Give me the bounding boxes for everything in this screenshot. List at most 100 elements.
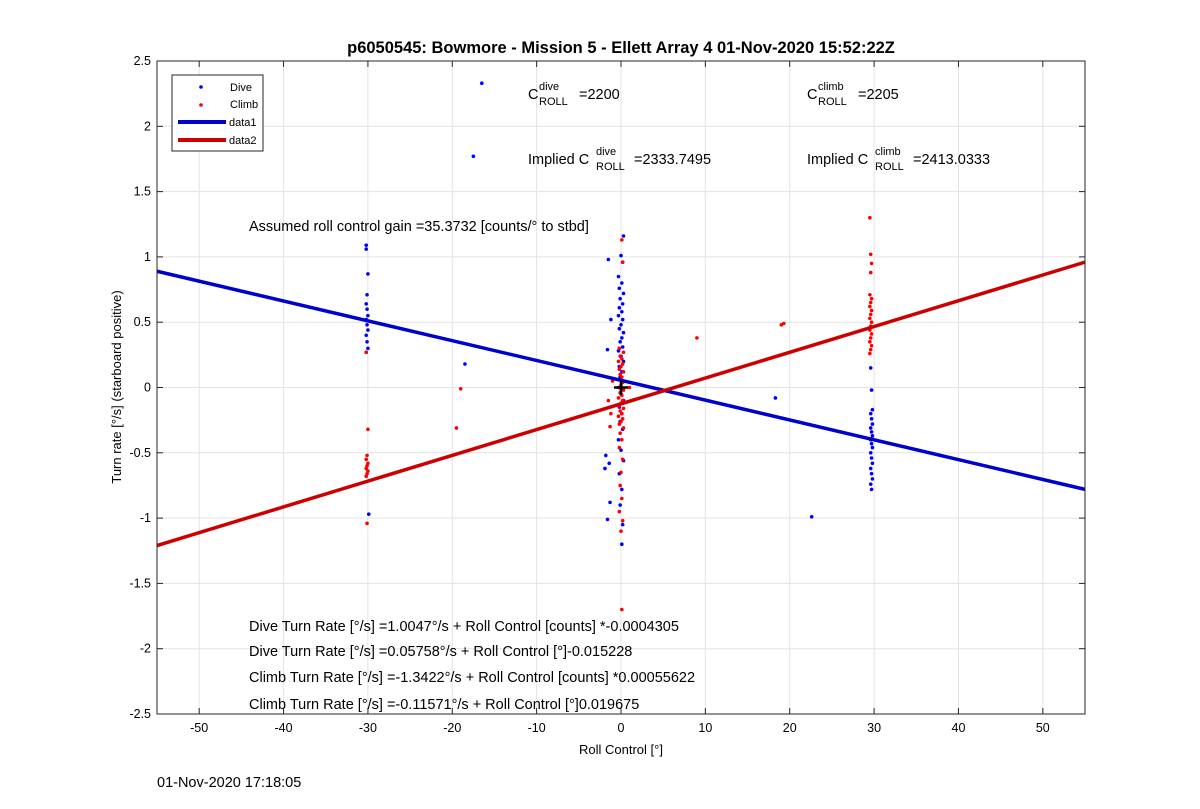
climb-point — [868, 270, 873, 275]
climb-point — [617, 509, 622, 514]
implied-dive-sup: dive — [596, 146, 616, 158]
dive-point — [619, 448, 623, 452]
climb-point — [365, 453, 369, 458]
dive-point — [869, 441, 874, 446]
climb-point — [620, 417, 625, 421]
climb-point — [616, 414, 621, 419]
dive-point — [366, 512, 371, 516]
dive-point — [365, 323, 369, 327]
climb-point — [868, 252, 873, 257]
x-tick-label: 20 — [783, 721, 797, 735]
dive-point — [620, 345, 625, 349]
data1-fit-line — [156, 269, 1086, 492]
equation-dive-degrees: Dive Turn Rate [°/s] =0.05758°/s + Roll … — [249, 644, 632, 660]
climb-point — [627, 385, 632, 390]
dive-point — [870, 434, 875, 438]
dive-point — [868, 466, 873, 471]
y-axis-label: Turn rate [°/s] (starboard positive) — [109, 290, 124, 483]
c-dive-sub: ROLL — [539, 96, 568, 108]
dive-point — [868, 482, 873, 486]
gain-annotation: Assumed roll control gain =35.3732 [coun… — [249, 219, 589, 235]
legend-dive-label: Dive — [230, 82, 252, 94]
climb-point — [620, 437, 624, 442]
y-tick-label: -1.5 — [129, 576, 151, 590]
x-tick-label: 10 — [698, 721, 712, 735]
climb-point — [620, 356, 624, 361]
dive-point — [620, 281, 624, 285]
x-tick-label: -30 — [359, 721, 377, 735]
dive-point — [621, 330, 626, 335]
climb-point — [620, 496, 624, 501]
legend-data1-label: data1 — [229, 117, 257, 129]
c-roll-dive-annotation: C dive ROLL =2200 — [528, 81, 620, 108]
footer-timestamp: 01-Nov-2020 17:18:05 — [157, 775, 301, 791]
dive-point — [603, 466, 607, 471]
climb-point — [364, 457, 369, 462]
dive-point — [773, 396, 778, 400]
dive-point — [606, 257, 611, 262]
c-dive-base: C — [528, 87, 538, 103]
climb-point — [620, 411, 624, 416]
climb-point — [621, 406, 626, 411]
dive-point — [480, 81, 484, 86]
climb-point — [621, 426, 626, 430]
x-tick-label: -50 — [190, 721, 208, 735]
dive-point — [869, 417, 874, 421]
implied-dive-prefix: Implied C — [528, 152, 589, 168]
dive-point — [869, 471, 874, 476]
climb-point — [619, 419, 623, 424]
x-tick-label: -20 — [443, 721, 461, 735]
implied-dive-annotation: Implied C dive ROLL =2333.7495 — [528, 146, 711, 173]
climb-point — [620, 607, 624, 612]
climb-point — [868, 304, 872, 309]
dive-point — [620, 317, 625, 322]
climb-point — [458, 387, 463, 391]
equation-dive-counts: Dive Turn Rate [°/s] =1.0047°/s + Roll C… — [249, 619, 679, 635]
climb-point — [868, 292, 872, 297]
c-dive-value: =2200 — [579, 87, 620, 103]
climb-point — [364, 350, 369, 355]
x-axis-label: Roll Control [°] — [579, 742, 663, 757]
equation-climb-degrees: Climb Turn Rate [°/s] =-0.11571°/s + Rol… — [249, 697, 639, 713]
dive-point — [365, 292, 369, 297]
dive-point — [620, 522, 625, 527]
dive-point — [618, 296, 622, 301]
climb-point — [608, 424, 612, 429]
dive-point — [869, 388, 874, 392]
climb-point — [617, 422, 622, 426]
dive-point — [870, 477, 875, 481]
dive-point — [620, 487, 624, 492]
climb-point — [619, 529, 623, 533]
climb-point — [618, 354, 622, 358]
climb-point — [618, 483, 622, 488]
x-tick-label: 40 — [952, 721, 966, 735]
y-tick-label: -2.5 — [129, 707, 151, 721]
dive-point — [616, 313, 621, 318]
dive-point — [365, 307, 369, 311]
y-tick-label: -0.5 — [129, 446, 151, 460]
y-tick-label: 1 — [144, 250, 151, 264]
chart-title: p6050545: Bowmore - Mission 5 - Ellett A… — [347, 39, 895, 57]
climb-point — [620, 260, 625, 264]
dive-point — [869, 456, 874, 460]
climb-point — [618, 431, 622, 436]
y-tick-label: -2 — [140, 642, 151, 656]
climb-point — [621, 350, 626, 355]
dive-point — [366, 346, 370, 351]
legend-climb-marker — [199, 103, 203, 107]
x-tick-label: -40 — [275, 721, 293, 735]
dive-point — [619, 253, 623, 258]
dive-point — [869, 430, 874, 434]
climb-point — [621, 370, 626, 374]
equation-climb-counts: Climb Turn Rate [°/s] =-1.3422°/s + Roll… — [249, 670, 695, 686]
climb-point — [782, 321, 786, 326]
dive-point — [620, 336, 624, 340]
climb-point — [454, 426, 459, 430]
y-tick-label: 2 — [144, 119, 151, 133]
climb-point — [620, 362, 625, 366]
climb-point — [868, 339, 872, 344]
climb-point — [620, 238, 624, 242]
dive-point — [868, 411, 873, 416]
data2-fit-line — [156, 260, 1086, 548]
